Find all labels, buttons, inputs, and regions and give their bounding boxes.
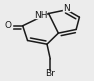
Text: N: N xyxy=(63,4,70,13)
Text: Br: Br xyxy=(45,69,55,78)
Bar xyxy=(63,6,70,11)
Text: O: O xyxy=(5,21,12,30)
Bar xyxy=(4,23,12,29)
Text: NH: NH xyxy=(34,11,47,20)
Bar xyxy=(45,71,56,77)
Bar xyxy=(35,13,46,18)
